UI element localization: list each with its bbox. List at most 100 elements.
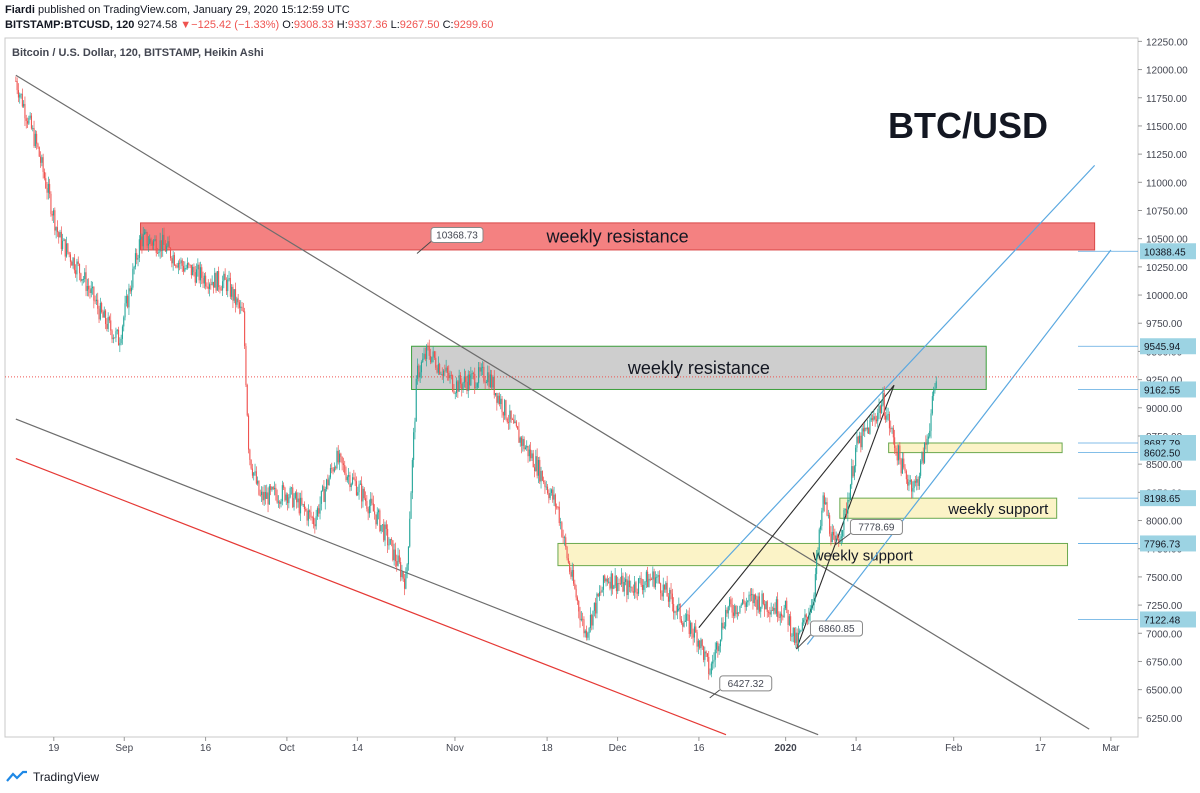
candle-body <box>806 617 809 621</box>
callout-box <box>849 518 903 535</box>
candle-body <box>147 243 149 246</box>
candle-body <box>688 614 690 634</box>
trendline <box>15 457 727 736</box>
candle-body <box>825 502 827 505</box>
candle-body <box>792 627 794 637</box>
candle-body <box>346 476 348 481</box>
candle-body <box>907 479 909 486</box>
y-tick-label: 11500.00 <box>1146 122 1187 133</box>
candle-body <box>580 618 582 621</box>
candle-body <box>654 577 656 588</box>
candle-body <box>896 451 898 461</box>
candle-body <box>812 605 814 606</box>
candle-body <box>218 271 220 288</box>
candle-body <box>376 512 378 525</box>
candle-body <box>17 90 19 98</box>
close-value: 9299.60 <box>453 19 494 31</box>
candle-body <box>860 435 862 448</box>
candle-body <box>93 286 95 301</box>
candle-body <box>327 479 329 486</box>
candle-body <box>259 494 261 496</box>
tradingview-logo-icon[interactable] <box>6 770 28 784</box>
y-tick-label: 10500.00 <box>1146 235 1188 246</box>
candle-body <box>319 503 321 514</box>
candle-body <box>227 279 229 292</box>
candle-body <box>697 640 699 647</box>
candle-body <box>136 253 138 260</box>
candle-body <box>510 410 512 420</box>
candle-body <box>310 512 312 518</box>
candle-body <box>72 257 74 266</box>
price-label-bg <box>1140 535 1196 552</box>
candle-body <box>457 381 459 392</box>
candle-body <box>819 525 822 530</box>
candle-body <box>836 535 838 540</box>
candle-body <box>869 420 871 434</box>
candle-body <box>389 539 391 545</box>
candle-body <box>487 372 489 383</box>
candle-body <box>735 605 737 615</box>
candle-body <box>532 453 534 468</box>
candle-body <box>731 604 733 613</box>
brand-name[interactable]: TradingView <box>33 770 100 784</box>
candle-body <box>927 436 929 439</box>
candle-body <box>455 381 458 394</box>
candle-body <box>461 383 463 390</box>
author-name[interactable]: Fiardi <box>5 4 35 16</box>
price-label-bg <box>1140 444 1196 461</box>
candle-body <box>773 607 775 611</box>
candle-body <box>739 605 741 613</box>
candle-body <box>316 508 318 517</box>
candle-body <box>584 630 586 634</box>
candle-body <box>162 234 164 251</box>
candle-body <box>507 422 510 423</box>
price-chart[interactable]: 6250.00 6500.00 6750.00 7000.00 7250.00 7500.… <box>0 36 1200 758</box>
candle-body <box>225 279 227 292</box>
candle-body <box>384 524 386 541</box>
candle-body <box>440 374 442 375</box>
candle-body <box>167 241 169 247</box>
candle-body <box>99 302 101 320</box>
candle-body <box>704 651 706 660</box>
candle-body <box>446 367 448 373</box>
candle-body <box>674 611 676 613</box>
price-label: 9162.55 <box>1144 385 1181 396</box>
candle-body <box>390 539 393 541</box>
price-label-bg <box>1140 243 1196 260</box>
candle-body <box>800 629 802 631</box>
candle-body <box>900 459 902 474</box>
price-label-bg <box>1140 381 1196 398</box>
candle-body <box>205 275 207 287</box>
candle-body <box>810 605 812 613</box>
candle-body <box>311 517 313 519</box>
candle-body <box>585 630 588 638</box>
candle-body <box>631 586 633 592</box>
candle-body <box>453 390 455 394</box>
candle-body <box>621 575 623 584</box>
candle-body <box>501 398 503 413</box>
x-tick-label: 19 <box>48 743 60 754</box>
candle-body <box>357 492 359 496</box>
candle-body <box>387 528 389 546</box>
candle-body <box>686 614 688 621</box>
candle-body <box>234 289 237 305</box>
last-price: 9274.58 <box>137 19 178 31</box>
candle-body <box>36 133 38 144</box>
candle-body <box>286 494 289 504</box>
candle-body <box>329 468 331 478</box>
candle-body <box>546 486 549 494</box>
candle-body <box>188 263 190 265</box>
candle-body <box>480 367 482 372</box>
candle-body <box>855 447 857 467</box>
candle-body <box>531 453 533 459</box>
published-text: published on TradingView.com, January 29… <box>38 4 350 16</box>
candle-body <box>353 477 355 480</box>
candle-body <box>753 594 755 604</box>
change-down-icon: ▼ <box>180 19 192 31</box>
candle-body <box>307 510 309 521</box>
candle-body <box>787 610 789 625</box>
candle-body <box>522 439 524 446</box>
candle-body <box>64 239 66 257</box>
candle-body <box>324 488 326 502</box>
candle-body <box>882 393 884 405</box>
